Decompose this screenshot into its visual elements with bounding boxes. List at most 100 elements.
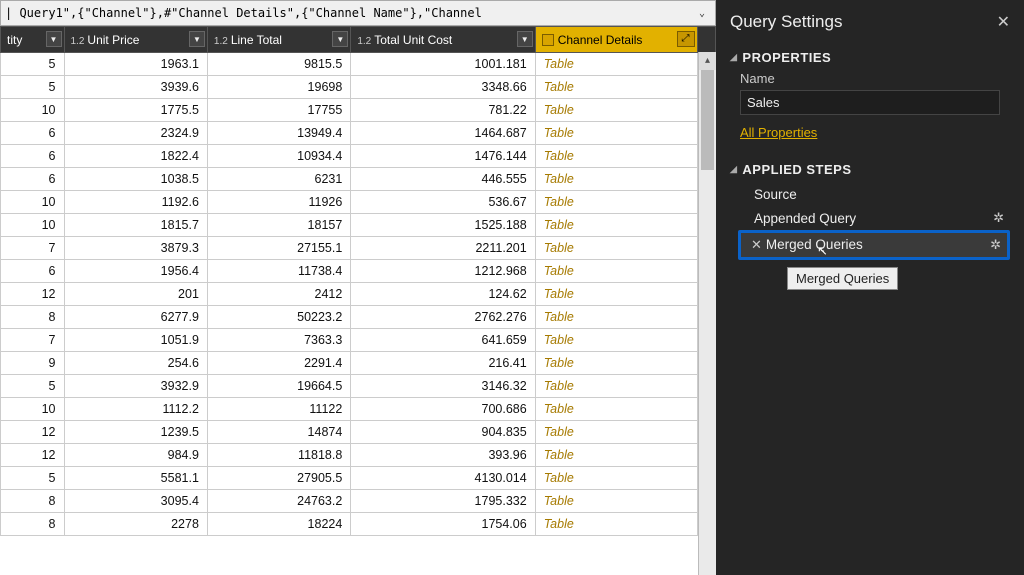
table-link-cell[interactable]: Table xyxy=(535,283,697,306)
table-row[interactable]: 86277.950223.22762.276Table xyxy=(1,306,716,329)
cell[interactable]: 1212.968 xyxy=(351,260,535,283)
table-link-cell[interactable]: Table xyxy=(535,260,697,283)
cell[interactable]: 1754.06 xyxy=(351,513,535,536)
cell[interactable]: 12 xyxy=(1,283,65,306)
table-row[interactable]: 82278182241754.06Table xyxy=(1,513,716,536)
cell[interactable]: 6 xyxy=(1,122,65,145)
applied-step[interactable]: ✕Merged Queries✲↖Merged Queries xyxy=(738,230,1010,260)
table-row[interactable]: 12984.911818.8393.96Table xyxy=(1,444,716,467)
cell[interactable]: 19698 xyxy=(207,76,350,99)
properties-section-header[interactable]: ◢ PROPERTIES xyxy=(730,50,1010,65)
cell[interactable]: 904.835 xyxy=(351,421,535,444)
cell[interactable]: 1476.144 xyxy=(351,145,535,168)
table-link-cell[interactable]: Table xyxy=(535,145,697,168)
cell[interactable]: 9815.5 xyxy=(207,53,350,76)
cell[interactable]: 1956.4 xyxy=(64,260,207,283)
cell[interactable]: 5 xyxy=(1,375,65,398)
cell[interactable]: 18157 xyxy=(207,214,350,237)
cell[interactable]: 2762.276 xyxy=(351,306,535,329)
table-row[interactable]: 55581.127905.54130.014Table xyxy=(1,467,716,490)
cell[interactable]: 3939.6 xyxy=(64,76,207,99)
cell[interactable]: 6 xyxy=(1,145,65,168)
cell[interactable]: 2211.201 xyxy=(351,237,535,260)
cell[interactable]: 1795.332 xyxy=(351,490,535,513)
cell[interactable]: 27155.1 xyxy=(207,237,350,260)
cell[interactable]: 8 xyxy=(1,490,65,513)
chevron-down-icon[interactable]: ▼ xyxy=(46,31,62,47)
cell[interactable]: 1775.5 xyxy=(64,99,207,122)
cell[interactable]: 1815.7 xyxy=(64,214,207,237)
table-link-cell[interactable]: Table xyxy=(535,214,697,237)
cell[interactable]: 201 xyxy=(64,283,207,306)
cell[interactable]: 536.67 xyxy=(351,191,535,214)
cell[interactable]: 3932.9 xyxy=(64,375,207,398)
expand-icon[interactable]: ⤢ xyxy=(677,31,695,47)
chevron-down-icon[interactable]: ▼ xyxy=(517,31,533,47)
table-row[interactable]: 73879.327155.12211.201Table xyxy=(1,237,716,260)
table-row[interactable]: 101775.517755781.22Table xyxy=(1,99,716,122)
cell[interactable]: 6 xyxy=(1,168,65,191)
cell[interactable]: 3095.4 xyxy=(64,490,207,513)
cell[interactable]: 5 xyxy=(1,76,65,99)
cell[interactable]: 1051.9 xyxy=(64,329,207,352)
table-link-cell[interactable]: Table xyxy=(535,513,697,536)
cell[interactable]: 10 xyxy=(1,398,65,421)
close-icon[interactable]: ✕ xyxy=(997,12,1010,32)
cell[interactable]: 11926 xyxy=(207,191,350,214)
applied-step[interactable]: Appended Query✲ xyxy=(748,206,1010,230)
cell[interactable]: 5581.1 xyxy=(64,467,207,490)
cell[interactable]: 984.9 xyxy=(64,444,207,467)
table-link-cell[interactable]: Table xyxy=(535,467,697,490)
cell[interactable]: 1239.5 xyxy=(64,421,207,444)
chevron-down-icon[interactable]: ▼ xyxy=(189,31,205,47)
name-input[interactable] xyxy=(740,90,1000,115)
cell[interactable]: 19664.5 xyxy=(207,375,350,398)
cell[interactable]: 10 xyxy=(1,214,65,237)
table-row[interactable]: 121239.514874904.835Table xyxy=(1,421,716,444)
column-header[interactable]: tity▼ xyxy=(1,27,65,53)
cell[interactable]: 2291.4 xyxy=(207,352,350,375)
cell[interactable]: 4130.014 xyxy=(351,467,535,490)
cell[interactable]: 3879.3 xyxy=(64,237,207,260)
cell[interactable]: 124.62 xyxy=(351,283,535,306)
table-row[interactable]: 71051.97363.3641.659Table xyxy=(1,329,716,352)
cell[interactable]: 8 xyxy=(1,513,65,536)
cell[interactable]: 10 xyxy=(1,99,65,122)
cell[interactable]: 11738.4 xyxy=(207,260,350,283)
table-row[interactable]: 101112.211122700.686Table xyxy=(1,398,716,421)
cell[interactable]: 2324.9 xyxy=(64,122,207,145)
vertical-scrollbar[interactable]: ▴ xyxy=(698,52,716,575)
cell[interactable]: 18224 xyxy=(207,513,350,536)
formula-bar[interactable]: | Query1",{"Channel"},#"Channel Details"… xyxy=(0,0,716,26)
chevron-down-icon[interactable]: ▼ xyxy=(332,31,348,47)
cell[interactable]: 6231 xyxy=(207,168,350,191)
cell[interactable]: 13949.4 xyxy=(207,122,350,145)
cell[interactable]: 254.6 xyxy=(64,352,207,375)
table-link-cell[interactable]: Table xyxy=(535,99,697,122)
table-link-cell[interactable]: Table xyxy=(535,444,697,467)
cell[interactable]: 11122 xyxy=(207,398,350,421)
column-header[interactable]: Channel Details⤢ xyxy=(535,27,697,53)
cell[interactable]: 393.96 xyxy=(351,444,535,467)
table-row[interactable]: 101815.7181571525.188Table xyxy=(1,214,716,237)
table-link-cell[interactable]: Table xyxy=(535,490,697,513)
cell[interactable]: 5 xyxy=(1,467,65,490)
cell[interactable]: 216.41 xyxy=(351,352,535,375)
cell[interactable]: 5 xyxy=(1,53,65,76)
cell[interactable]: 3348.66 xyxy=(351,76,535,99)
cell[interactable]: 446.555 xyxy=(351,168,535,191)
table-link-cell[interactable]: Table xyxy=(535,168,697,191)
table-link-cell[interactable]: Table xyxy=(535,375,697,398)
cell[interactable]: 17755 xyxy=(207,99,350,122)
table-link-cell[interactable]: Table xyxy=(535,122,697,145)
table-row[interactable]: 51963.19815.51001.181Table xyxy=(1,53,716,76)
table-link-cell[interactable]: Table xyxy=(535,53,697,76)
table-row[interactable]: 62324.913949.41464.687Table xyxy=(1,122,716,145)
applied-steps-header[interactable]: ◢ APPLIED STEPS xyxy=(730,162,1010,177)
table-row[interactable]: 61038.56231446.555Table xyxy=(1,168,716,191)
table-link-cell[interactable]: Table xyxy=(535,191,697,214)
cell[interactable]: 2278 xyxy=(64,513,207,536)
gear-icon[interactable]: ✲ xyxy=(993,210,1004,226)
cell[interactable]: 6277.9 xyxy=(64,306,207,329)
cell[interactable]: 1963.1 xyxy=(64,53,207,76)
